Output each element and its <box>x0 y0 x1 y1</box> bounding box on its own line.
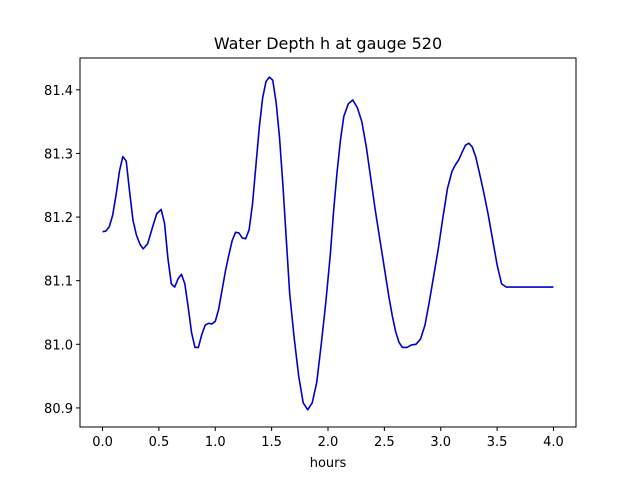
y-tick-label: 81.4 <box>44 84 73 99</box>
x-tick-label: 3.0 <box>430 435 451 450</box>
x-tick-label: 1.5 <box>261 435 282 450</box>
x-axis-label: hours <box>310 456 347 471</box>
x-tick-label: 2.5 <box>374 435 395 450</box>
x-tick-label: 4.0 <box>543 435 564 450</box>
x-tick-label: 0.0 <box>92 435 113 450</box>
x-tick-label: 1.0 <box>205 435 226 450</box>
x-tick-label: 2.0 <box>318 435 339 450</box>
x-tick-label: 0.5 <box>149 435 170 450</box>
plot-frame <box>79 57 577 428</box>
plot-area <box>102 76 554 411</box>
series-line-0 <box>102 76 554 411</box>
y-tick-label: 80.9 <box>44 402 73 417</box>
chart-title: Water Depth h at gauge 520 <box>214 34 442 53</box>
y-tick-label: 81.0 <box>44 338 73 353</box>
y-axis: 80.9 81.0 81.1 81.2 81.3 81.4 <box>44 84 80 417</box>
y-tick-label: 81.2 <box>44 211 73 226</box>
x-axis: 0.0 0.5 1.0 1.5 2.0 2.5 3.0 3.5 4.0 <box>92 427 564 450</box>
y-tick-label: 81.1 <box>44 275 73 290</box>
x-tick-label: 3.5 <box>487 435 508 450</box>
y-tick-label: 81.3 <box>44 147 73 162</box>
